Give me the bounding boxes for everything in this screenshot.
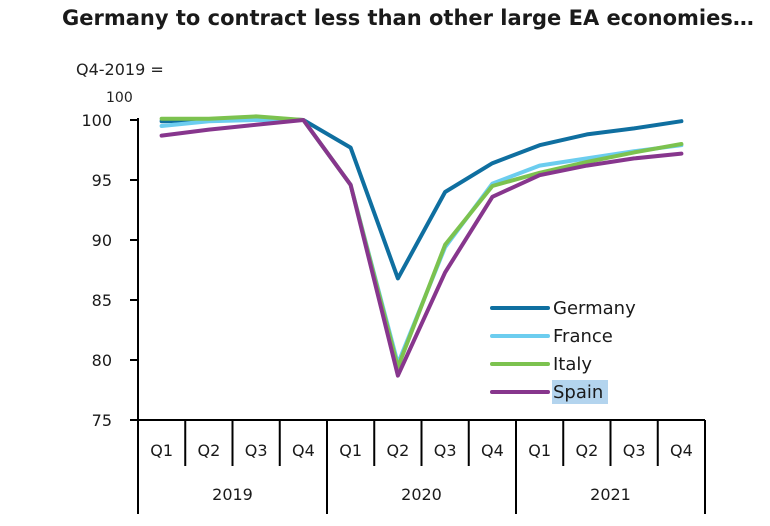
y-axis-unit-label: Q4-2019 = xyxy=(76,60,164,79)
y-tick-label: 80 xyxy=(92,351,112,370)
legend-label-spain: Spain xyxy=(553,382,603,403)
y-tick-label: 85 xyxy=(92,291,112,310)
axes: 75 80 85 90 95 100 Q1 Q2 Q3 Q4 Q1 Q2 Q3 Q4 Q1 Q2 Q3 Q4 201… xyxy=(81,111,706,514)
x-tick-label: Q3 xyxy=(623,441,646,460)
x-tick-label: Q1 xyxy=(339,441,362,460)
x-tick-label: Q2 xyxy=(197,441,220,460)
chart-title: Germany to contract less than other larg… xyxy=(62,6,754,30)
y-tick-label: 90 xyxy=(92,231,112,250)
legend: Germany France Italy Spain xyxy=(490,298,636,404)
series-lines xyxy=(159,114,684,378)
series-line-germany xyxy=(159,115,684,281)
y-axis-unit-label-cont: 100 xyxy=(106,90,133,106)
legend-label-germany: Germany xyxy=(553,298,636,319)
x-tick-label: Q2 xyxy=(575,441,598,460)
x-tick-label: Q4 xyxy=(292,441,315,460)
y-tick-label: 100 xyxy=(81,111,112,130)
x-tick-label: Q3 xyxy=(245,441,268,460)
legend-label-france: France xyxy=(553,326,613,347)
series-line-italy xyxy=(159,114,684,370)
x-tick-label: Q4 xyxy=(481,441,504,460)
x-tick-label: Q4 xyxy=(670,441,693,460)
x-tick-label: Q1 xyxy=(528,441,551,460)
series-line-spain xyxy=(159,118,684,378)
x-year-label: 2019 xyxy=(212,485,253,504)
y-tick-label: 95 xyxy=(92,171,112,190)
x-tick-label: Q2 xyxy=(386,441,409,460)
x-tick-label: Q1 xyxy=(150,441,173,460)
legend-selection-highlight xyxy=(552,380,608,404)
legend-label-italy: Italy xyxy=(553,354,592,375)
x-tick-label: Q3 xyxy=(434,441,457,460)
x-year-label: 2021 xyxy=(590,485,631,504)
x-year-label: 2020 xyxy=(401,485,442,504)
y-tick-label: 75 xyxy=(92,411,112,430)
